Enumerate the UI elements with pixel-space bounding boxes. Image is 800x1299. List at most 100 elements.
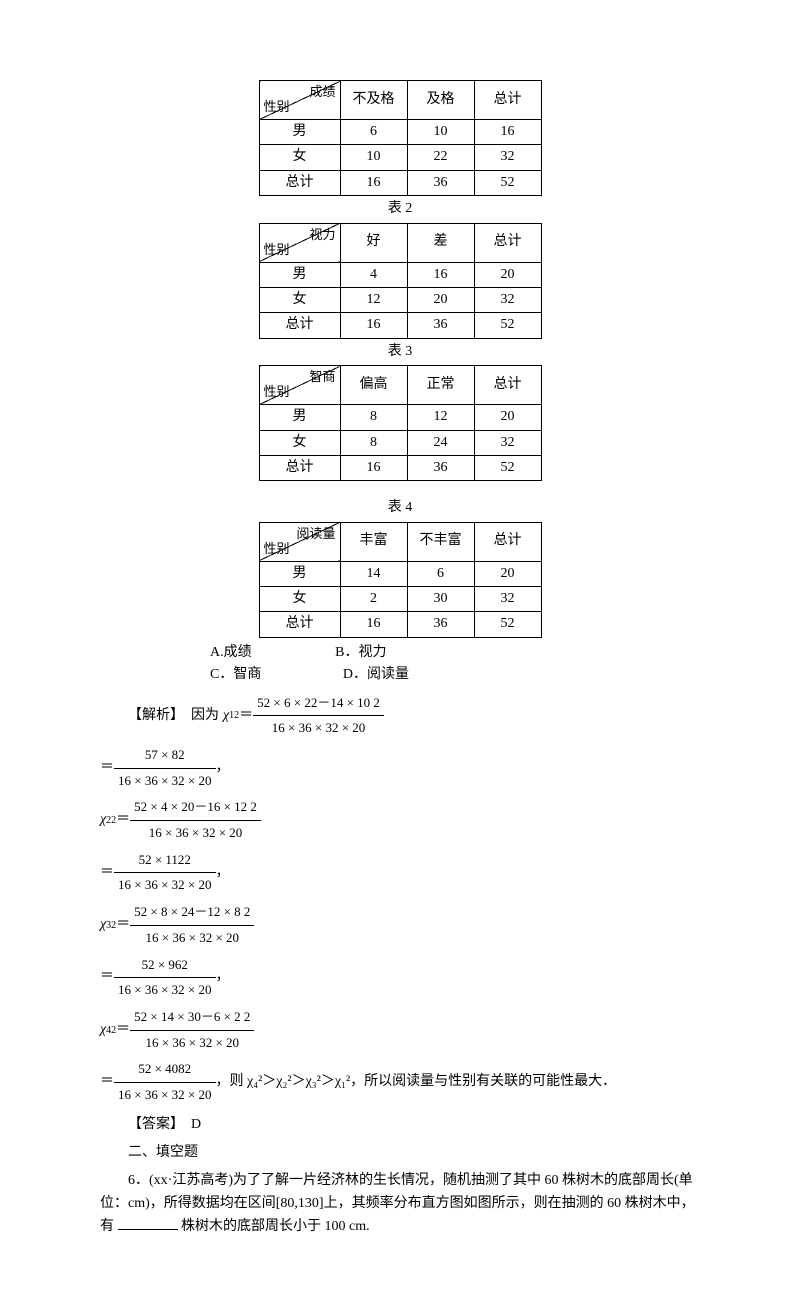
cell: 36 xyxy=(407,170,474,195)
frac-den: 16 × 36 × 32 × 20 xyxy=(253,716,384,741)
frac-den: 16 × 36 × 32 × 20 xyxy=(114,978,216,1003)
cell: 16 xyxy=(340,170,407,195)
row-label: 女 xyxy=(259,287,340,312)
cell: 32 xyxy=(474,145,541,170)
col-header: 及格 xyxy=(407,81,474,120)
frac-num: 52 × 4 × 20－16 × 12 2 xyxy=(130,795,261,821)
col-header: 总计 xyxy=(474,81,541,120)
cell: 36 xyxy=(407,455,474,480)
cell: 20 xyxy=(474,262,541,287)
table-row: 总计 16 36 52 xyxy=(259,170,541,195)
row-label: 总计 xyxy=(259,170,340,195)
table-row: 男 14 6 20 xyxy=(259,561,541,586)
row-label: 男 xyxy=(259,561,340,586)
cell: 52 xyxy=(474,455,541,480)
diag-header: 成绩 性别 xyxy=(259,81,340,120)
table-reading: 阅读量 性别 丰富 不丰富 总计 男 14 6 20 女 2 30 32 总计 … xyxy=(259,522,542,638)
table-score: 成绩 性别 不及格 及格 总计 男 6 10 16 女 10 22 32 总计 … xyxy=(259,80,542,196)
frac-num: 52 × 1122 xyxy=(114,848,216,874)
caption-4: 表 4 xyxy=(100,497,700,519)
row-label: 男 xyxy=(259,405,340,430)
table-row: 男 8 12 20 xyxy=(259,405,541,430)
table-row: 女 10 22 32 xyxy=(259,145,541,170)
cell: 12 xyxy=(407,405,474,430)
frac-den: 16 × 36 × 32 × 20 xyxy=(130,821,261,846)
tail: ， xyxy=(216,964,230,991)
cell: 22 xyxy=(407,145,474,170)
frac-num: 52 × 962 xyxy=(114,953,216,979)
cell: 52 xyxy=(474,313,541,338)
diag-bot-label: 性别 xyxy=(264,539,290,560)
row-label: 女 xyxy=(259,587,340,612)
table-vision: 视力 性别 好 差 总计 男 4 16 20 女 12 20 32 总计 16 … xyxy=(259,223,542,339)
cell: 10 xyxy=(340,145,407,170)
col-header: 不丰富 xyxy=(407,522,474,561)
diag-bot-label: 性别 xyxy=(264,382,290,403)
diag-top-label: 智商 xyxy=(309,367,335,388)
question-6: 6．(xx·江苏高考)为了了解一片经济林的生长情况，随机抽测了其中 60 株树木… xyxy=(100,1170,700,1238)
options-block: A.成绩 B．视力 C．智商 D．阅读量 xyxy=(210,642,700,687)
option-d: D．阅读量 xyxy=(343,667,409,682)
diag-top-label: 视力 xyxy=(309,225,335,246)
cell: 16 xyxy=(340,455,407,480)
section-heading: 二、填空题 xyxy=(100,1142,700,1164)
frac-num: 57 × 82 xyxy=(114,743,216,769)
table-row: 女 12 20 32 xyxy=(259,287,541,312)
fraction: 52 × 8 × 24－12 × 8 2 16 × 36 × 32 × 20 xyxy=(130,900,254,950)
cell: 8 xyxy=(340,405,407,430)
cell: 12 xyxy=(340,287,407,312)
diag-bot-label: 性别 xyxy=(264,240,290,261)
col-header: 不及格 xyxy=(340,81,407,120)
cell: 16 xyxy=(474,120,541,145)
cell: 36 xyxy=(407,612,474,637)
final-text: ，则 χ₄²＞χ₂²＞χ₃²＞χ₁²，所以阅读量与性别有关联的可能性最大． xyxy=(216,1069,617,1096)
frac-num: 52 × 6 × 22－14 × 10 2 xyxy=(253,691,384,717)
row-label: 总计 xyxy=(259,612,340,637)
col-header: 偏高 xyxy=(340,366,407,405)
caption-3: 表 3 xyxy=(100,341,700,363)
cell: 24 xyxy=(407,430,474,455)
cell: 4 xyxy=(340,262,407,287)
row-label: 女 xyxy=(259,145,340,170)
cell: 6 xyxy=(407,561,474,586)
fraction: 52 × 6 × 22－14 × 10 2 16 × 36 × 32 × 20 xyxy=(253,691,384,741)
diag-header: 视力 性别 xyxy=(259,223,340,262)
frac-den: 16 × 36 × 32 × 20 xyxy=(114,769,216,794)
cell: 6 xyxy=(340,120,407,145)
diag-header: 阅读量 性别 xyxy=(259,522,340,561)
frac-den: 16 × 36 × 32 × 20 xyxy=(114,873,216,898)
table-iq: 智商 性别 偏高 正常 总计 男 8 12 20 女 8 24 32 总计 16… xyxy=(259,365,542,481)
cell: 36 xyxy=(407,313,474,338)
col-header: 差 xyxy=(407,223,474,262)
explanation-block: 【解析】 因为 χ12 ＝ 52 × 6 × 22－14 × 10 2 16 ×… xyxy=(100,691,700,1108)
fraction: 52 × 1122 16 × 36 × 32 × 20 xyxy=(114,848,216,898)
col-header: 总计 xyxy=(474,223,541,262)
cell: 32 xyxy=(474,287,541,312)
caption-2: 表 2 xyxy=(100,198,700,220)
col-header: 丰富 xyxy=(340,522,407,561)
table-row: 总计 16 36 52 xyxy=(259,313,541,338)
col-header: 好 xyxy=(340,223,407,262)
table-row: 总计 16 36 52 xyxy=(259,455,541,480)
cell: 16 xyxy=(407,262,474,287)
cell: 10 xyxy=(407,120,474,145)
fraction: 52 × 14 × 30－6 × 2 2 16 × 36 × 32 × 20 xyxy=(130,1005,254,1055)
frac-num: 52 × 8 × 24－12 × 8 2 xyxy=(130,900,254,926)
expl-intro: 【解析】 因为 xyxy=(128,703,219,730)
q6-text-b: 株树木的底部周长小于 100 cm. xyxy=(181,1219,370,1234)
frac-den: 16 × 36 × 32 × 20 xyxy=(130,926,254,951)
cell: 20 xyxy=(474,405,541,430)
col-header: 正常 xyxy=(407,366,474,405)
blank-input[interactable] xyxy=(118,1215,178,1230)
table-row: 男 6 10 16 xyxy=(259,120,541,145)
frac-num: 52 × 14 × 30－6 × 2 2 xyxy=(130,1005,254,1031)
diag-top-label: 成绩 xyxy=(309,82,335,103)
col-header: 总计 xyxy=(474,366,541,405)
table-row: 女 8 24 32 xyxy=(259,430,541,455)
fraction: 57 × 82 16 × 36 × 32 × 20 xyxy=(114,743,216,793)
option-b: B．视力 xyxy=(335,645,386,660)
cell: 14 xyxy=(340,561,407,586)
diag-bot-label: 性别 xyxy=(264,97,290,118)
row-label: 男 xyxy=(259,120,340,145)
cell: 30 xyxy=(407,587,474,612)
